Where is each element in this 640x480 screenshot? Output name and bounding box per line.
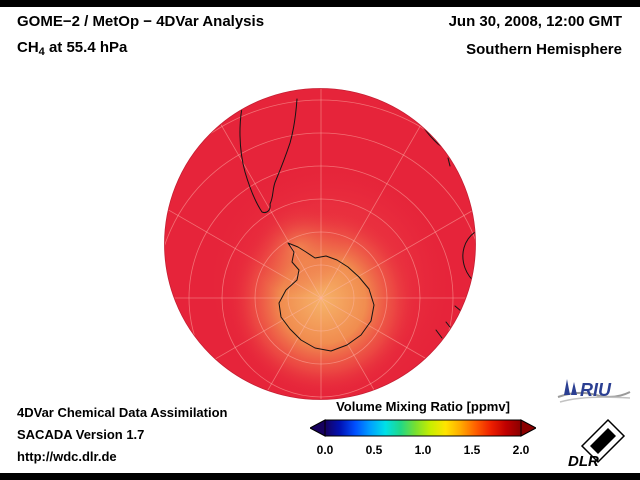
dlr-wordmark: DLR [568, 453, 599, 470]
top-border-bar [0, 0, 640, 7]
credit-line-1: 4DVar Chemical Data Assimilation [17, 405, 228, 420]
species-level-line: CH4 at 55.4 hPa [17, 39, 128, 58]
colorbar-tick: 0.0 [316, 443, 334, 457]
coastline-south-america [239, 97, 298, 213]
colorbar-tick: 0.5 [365, 443, 383, 457]
colorbar-tick: 1.5 [463, 443, 481, 457]
riu-wordmark: RIU [580, 380, 612, 400]
pressure-level: at 55.4 hPa [44, 39, 128, 56]
species-subscript: 4 [38, 46, 45, 58]
timestamp: Jun 30, 2008, 12:00 GMT [448, 13, 622, 30]
coastline-tasmania [454, 305, 462, 312]
credit-line-2: SACADA Version 1.7 [17, 427, 145, 442]
colorbar-tick: 2.0 [512, 443, 530, 457]
colorbar-tick-labels: 0.0 0.5 1.0 1.5 2.0 [310, 443, 536, 458]
colorbar-arrow-left [310, 419, 326, 437]
plot-title: GOME−2 / MetOp − 4DVar Analysis [17, 13, 265, 30]
riu-swoosh2-icon [559, 396, 631, 403]
colorbar [310, 419, 536, 437]
coastline-antarctica [278, 242, 375, 352]
species-label: CH [17, 39, 39, 56]
riu-cathedral-icon [564, 379, 577, 395]
globe-limb [164, 88, 476, 400]
coastline-madagascar [447, 157, 451, 167]
data-url: http://wdc.dlr.de [17, 449, 117, 464]
colorbar-title: Volume Mixing Ratio [ppmv] [336, 399, 510, 414]
colorbar-arrow-right [520, 419, 536, 437]
dlr-logo: DLR [568, 418, 626, 470]
hemisphere-label: Southern Hemisphere [466, 41, 622, 58]
riu-logo: RIU [557, 379, 631, 403]
coastline-new-zealand [435, 321, 451, 339]
colorbar-tick: 1.0 [414, 443, 432, 457]
bottom-border-bar [0, 473, 640, 480]
dlr-emblem-icon [580, 418, 626, 464]
colorbar-gradient-bar [324, 419, 522, 437]
